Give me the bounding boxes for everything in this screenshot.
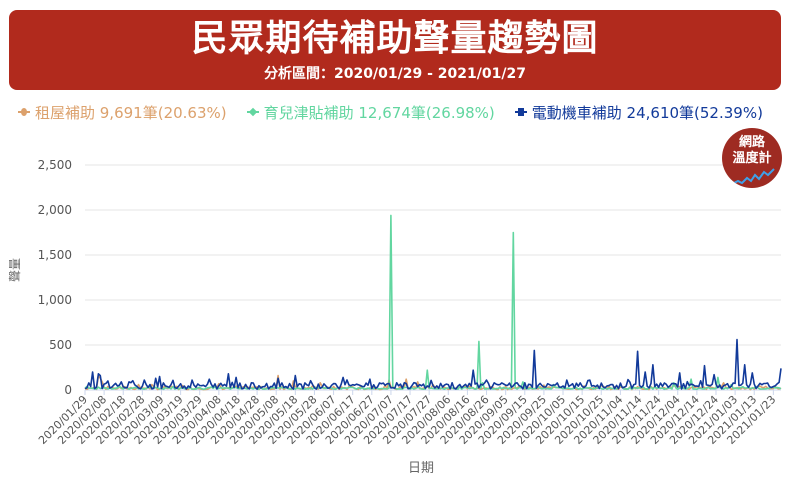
chart-subtitle: 分析區間：2020/01/29 - 2021/01/27 — [264, 66, 526, 82]
badge-text-line2: 溫度計 — [732, 151, 772, 166]
y-axis-ticks: 0 500 1,000 1,500 2,000 2,500 — [38, 158, 72, 397]
chart-legend: 租屋補助 9,691筆(20.63%) 育兒津貼補助 12,674筆(26.98… — [18, 101, 783, 123]
legend-item-rent-subsidy[interactable]: 租屋補助 9,691筆(20.63%) — [18, 102, 227, 123]
legend-item-childcare-subsidy[interactable]: 育兒津貼補助 12,674筆(26.98%) — [246, 102, 495, 123]
y-gridlines — [85, 164, 781, 391]
x-axis-label: 日期 — [408, 461, 434, 476]
diamond-marker-icon — [246, 108, 259, 116]
title-banner: 民眾期待補助聲量趨勢圖 分析區間：2020/01/29 - 2021/01/27 — [9, 10, 781, 90]
square-marker-icon — [514, 108, 527, 116]
badge-text-line1: 網路 — [738, 135, 765, 150]
legend-label: 育兒津貼補助 12,674筆(26.98%) — [263, 103, 495, 122]
chart-title: 民眾期待補助聲量趨勢圖 — [191, 18, 599, 59]
series-line — [84, 338, 782, 390]
legend-label: 電動機車補助 24,610筆(52.39%) — [531, 103, 763, 122]
brand-badge-logo: 網路 溫度計 — [722, 128, 782, 188]
trend-wave-icon — [731, 168, 775, 185]
svg-text:1,000: 1,000 — [38, 293, 72, 307]
svg-text:0: 0 — [64, 383, 72, 397]
y-axis-label: 聲量 — [7, 258, 22, 282]
svg-text:2,500: 2,500 — [38, 158, 72, 172]
circle-marker-icon — [18, 108, 30, 116]
legend-label: 租屋補助 9,691筆(20.63%) — [35, 103, 227, 122]
series-line — [84, 214, 782, 391]
svg-text:1,500: 1,500 — [38, 248, 72, 262]
series-lines — [84, 214, 782, 391]
legend-item-scooter-subsidy[interactable]: 電動機車補助 24,610筆(52.39%) — [514, 102, 763, 123]
svg-text:2,000: 2,000 — [38, 203, 72, 217]
svg-text:500: 500 — [49, 338, 72, 352]
x-axis-ticks: 2020/01/292020/02/082020/02/182020/02/28… — [36, 390, 778, 447]
